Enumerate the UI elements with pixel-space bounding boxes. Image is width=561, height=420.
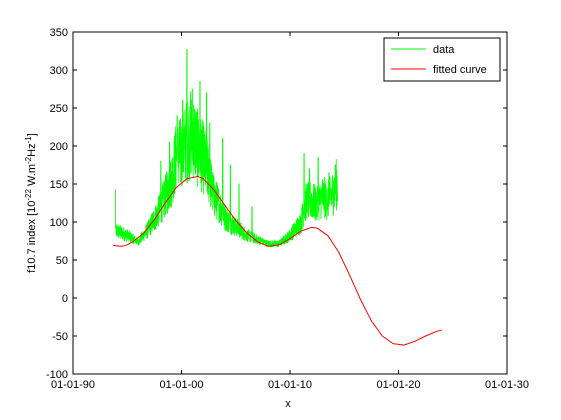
x-tick-label: 01-01-00 — [159, 379, 203, 391]
y-tick-label: 100 — [50, 217, 68, 229]
legend: data fitted curve — [384, 38, 500, 81]
y-tick-label: 300 — [50, 65, 68, 77]
x-tick-label: 01-01-30 — [485, 379, 529, 391]
y-tick-label: 150 — [50, 179, 68, 191]
y-tick-label: 50 — [56, 255, 68, 267]
x-tick-label: 01-01-90 — [51, 379, 95, 391]
legend-label-fitted-curve: fitted curve — [433, 64, 487, 76]
y-tick-label: 350 — [50, 27, 68, 39]
x-axis-label: x — [285, 398, 291, 410]
y-tick-label: 250 — [50, 103, 68, 115]
x-tick-label: 01-01-20 — [376, 379, 420, 391]
y-tick-label: 0 — [62, 293, 68, 305]
x-tick-label: 01-01-10 — [268, 379, 312, 391]
plot-area — [73, 32, 507, 374]
y-tick-label: -50 — [52, 331, 68, 343]
y-tick-label: 200 — [50, 141, 68, 153]
y-axis-label: f10.7 index [10-22 W.m-2Hz-1] — [24, 133, 38, 273]
legend-label-data: data — [433, 44, 455, 56]
